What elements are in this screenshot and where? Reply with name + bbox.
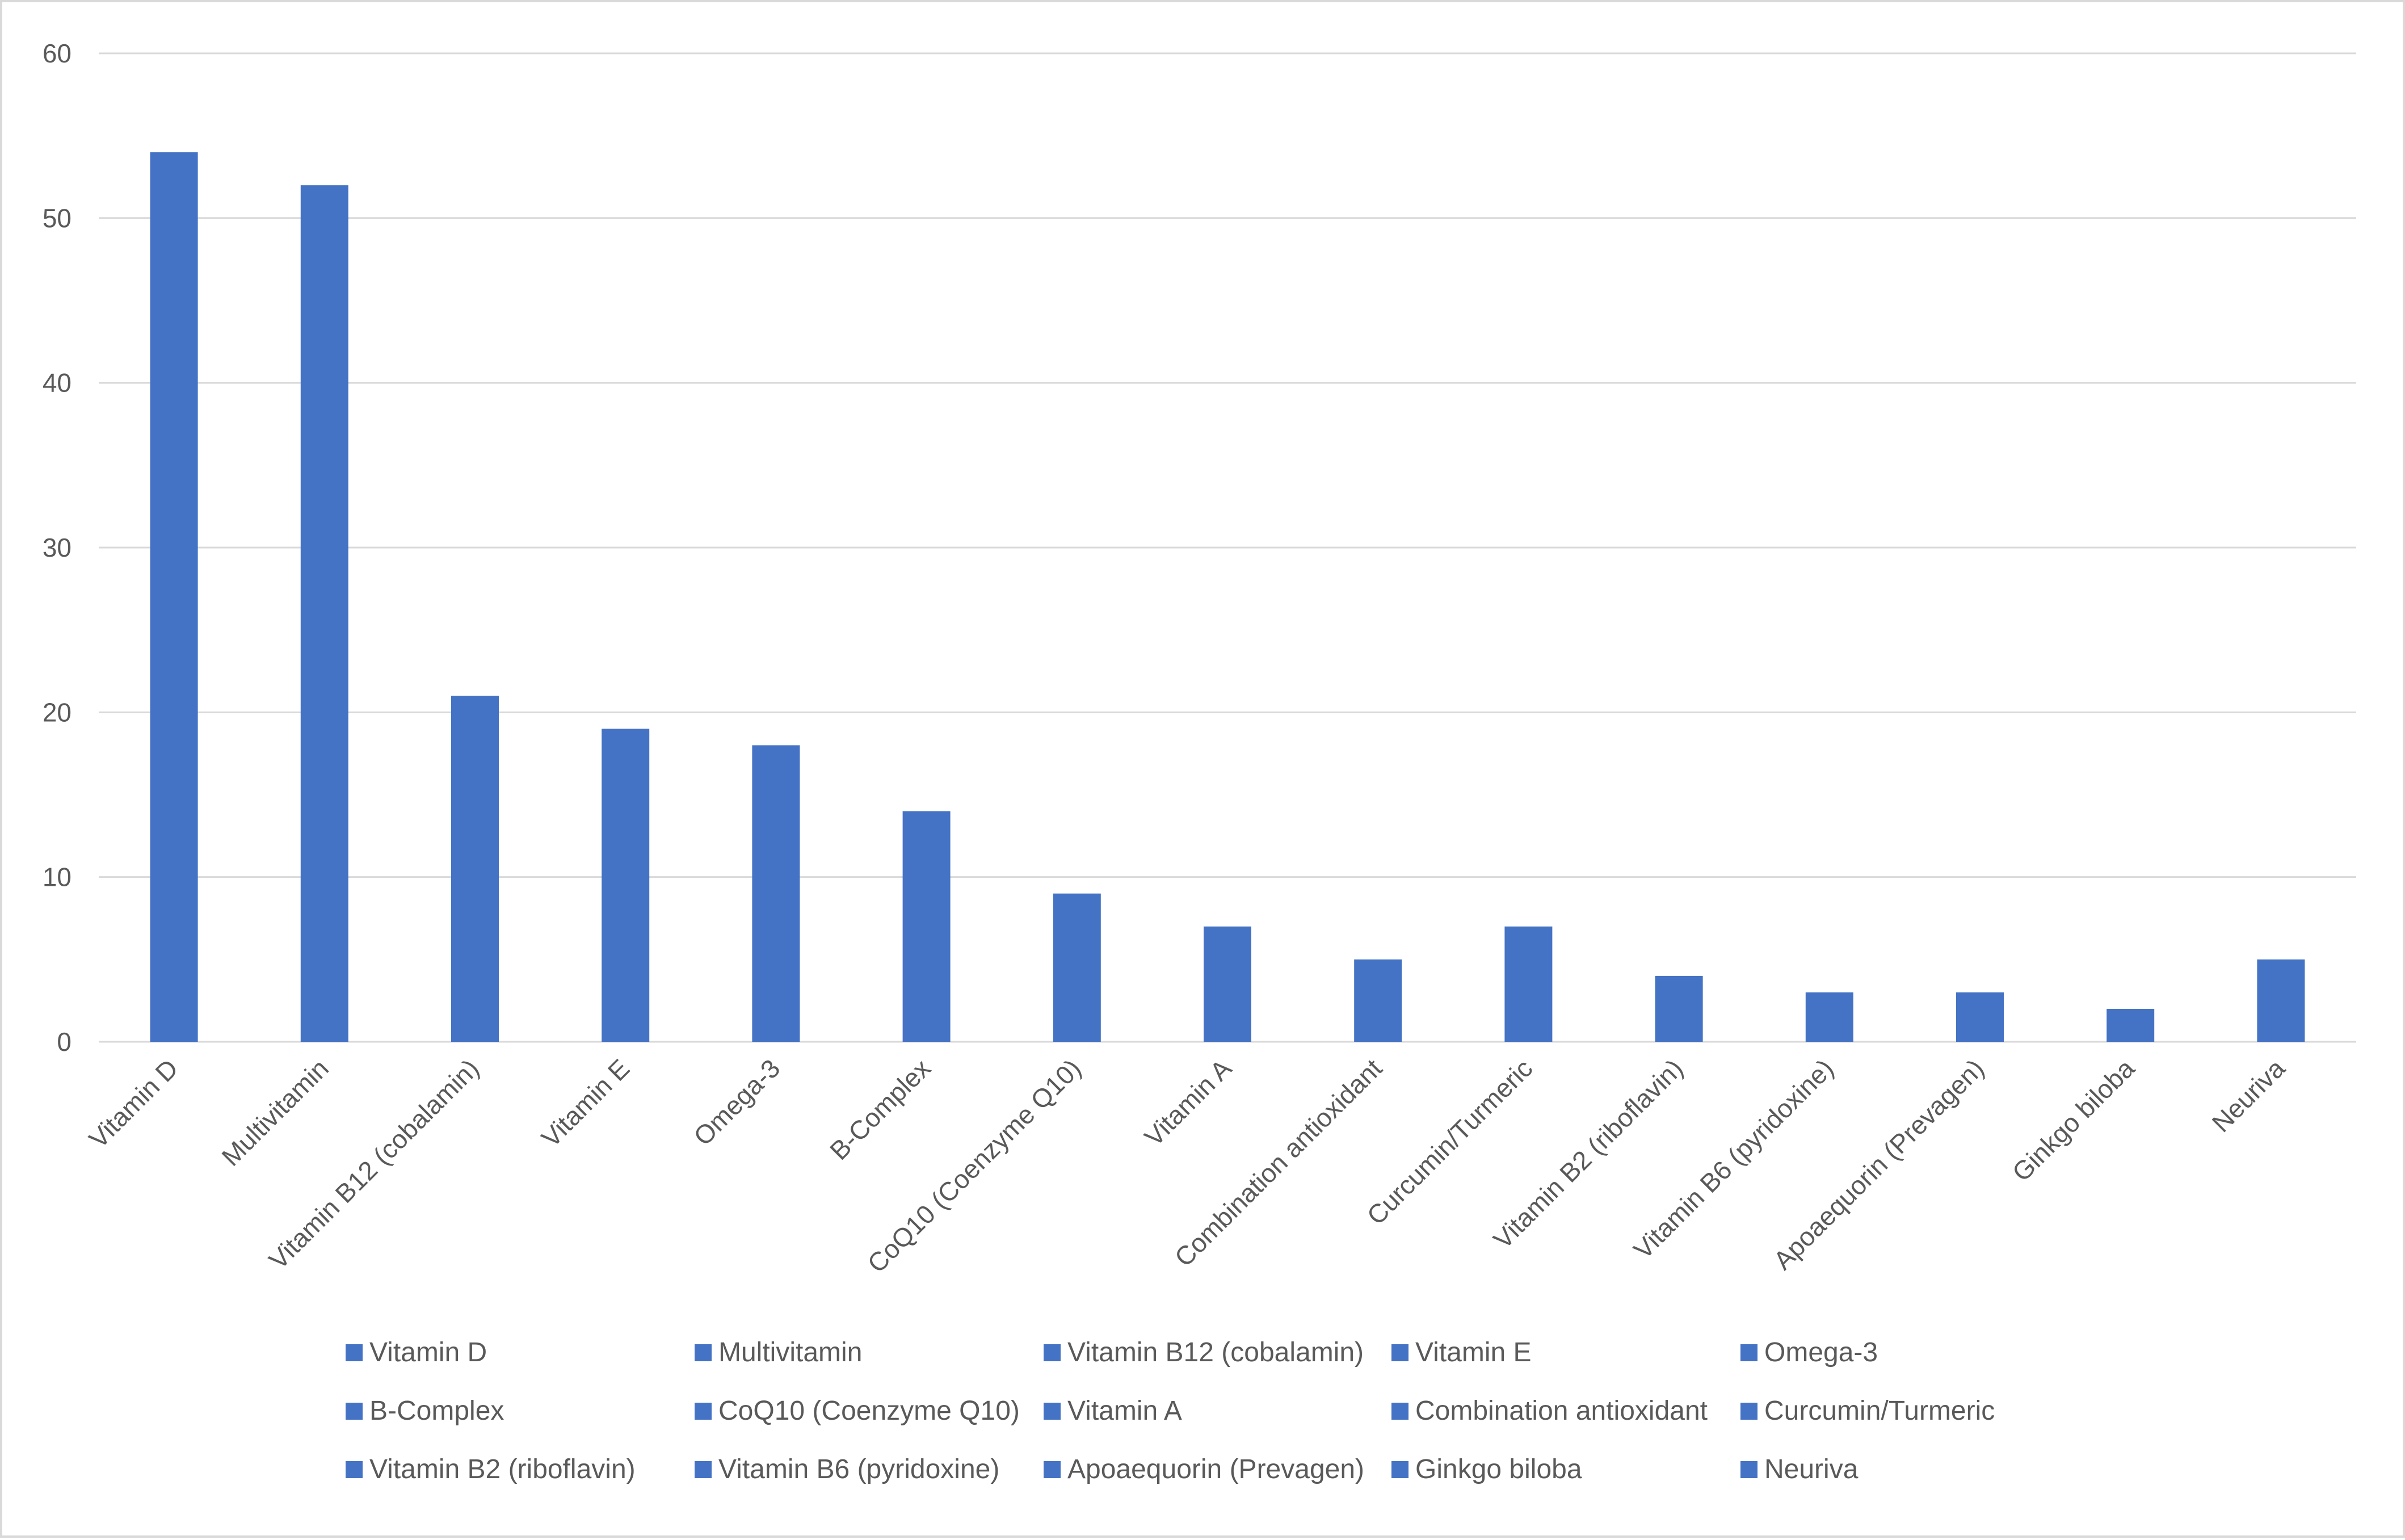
bar [1053, 893, 1101, 1042]
bar [1354, 959, 1402, 1042]
x-tick-label: B-Complex [824, 1053, 936, 1165]
x-tick-label: Vitamin A [1138, 1053, 1237, 1152]
legend-swatch [1391, 1344, 1408, 1361]
legend-swatch [1740, 1344, 1758, 1361]
legend-label: Apoaequorin (Prevagen) [1067, 1454, 1364, 1484]
x-tick-label: Multivitamin [216, 1053, 334, 1171]
bar [902, 811, 951, 1042]
legend-item: Vitamin B6 (pyridoxine) [695, 1454, 999, 1484]
legend-item: Vitamin A [1044, 1396, 1182, 1426]
bar [150, 152, 198, 1042]
legend-item: Ginkgo biloba [1391, 1454, 1582, 1484]
bar [451, 696, 499, 1042]
bar [2107, 1008, 2155, 1042]
legend-label: Vitamin B12 (cobalamin) [1067, 1337, 1364, 1368]
legend-label: Vitamin B2 (riboflavin) [369, 1454, 636, 1484]
bar [1956, 992, 2004, 1042]
legend-swatch [346, 1403, 363, 1420]
y-tick-label: 40 [43, 368, 72, 398]
legend-swatch [695, 1403, 712, 1420]
x-tick-label: Vitamin E [536, 1053, 635, 1152]
legend-item: Vitamin B12 (cobalamin) [1044, 1337, 1364, 1368]
x-tick-label: Neuriva [2206, 1053, 2291, 1138]
legend-item: Vitamin D [346, 1337, 487, 1368]
bar [1655, 975, 1703, 1042]
bar [602, 729, 650, 1042]
legend-swatch [1044, 1344, 1061, 1361]
bar [1204, 926, 1251, 1042]
legend-label: Multivitamin [718, 1337, 862, 1368]
legend-swatch [346, 1461, 363, 1478]
x-tick-label: Curcumin/Turmeric [1361, 1053, 1538, 1230]
legend-item: Curcumin/Turmeric [1740, 1396, 1995, 1426]
y-tick-label: 60 [43, 39, 72, 68]
bar [2257, 959, 2305, 1042]
legend-swatch [1044, 1461, 1061, 1478]
legend-swatch [695, 1461, 712, 1478]
x-tick-label: Vitamin D [83, 1053, 183, 1154]
legend-swatch [1391, 1403, 1408, 1420]
legend-swatch [1391, 1461, 1408, 1478]
legend-item: Omega-3 [1740, 1337, 1878, 1368]
legend: Vitamin D Multivitamin Vitamin B12 (cobala… [346, 1337, 1995, 1484]
legend-item: Neuriva [1740, 1454, 1859, 1484]
y-tick-label: 30 [43, 533, 72, 562]
gridlines [99, 52, 2356, 1043]
legend-item: Vitamin E [1391, 1337, 1532, 1368]
legend-item: Combination antioxidant [1391, 1396, 1708, 1426]
legend-item: Multivitamin [695, 1337, 862, 1368]
legend-swatch [1740, 1403, 1758, 1420]
legend-swatch [346, 1344, 363, 1361]
legend-item: CoQ10 (Coenzyme Q10) [695, 1396, 1020, 1426]
bars [150, 152, 2305, 1042]
bar [1504, 926, 1553, 1042]
legend-label: CoQ10 (Coenzyme Q10) [718, 1396, 1020, 1426]
legend-label: Curcumin/Turmeric [1764, 1396, 1995, 1426]
legend-label: Vitamin E [1415, 1337, 1532, 1368]
x-tick-label: Omega-3 [688, 1053, 785, 1151]
legend-item: Vitamin B2 (riboflavin) [346, 1454, 636, 1484]
legend-item: B-Complex [346, 1396, 504, 1426]
y-tick-label: 50 [43, 203, 72, 233]
y-tick-label: 20 [43, 697, 72, 727]
legend-item: Apoaequorin (Prevagen) [1044, 1454, 1364, 1484]
legend-swatch [1740, 1461, 1758, 1478]
bar [1805, 992, 1853, 1042]
legend-label: Vitamin A [1067, 1396, 1182, 1426]
legend-label: Combination antioxidant [1415, 1396, 1708, 1426]
y-tick-label: 0 [57, 1027, 72, 1057]
bar [300, 185, 348, 1042]
legend-label: B-Complex [369, 1396, 504, 1426]
y-axis-ticks: 0 10 20 30 40 50 60 [43, 39, 72, 1057]
legend-label: Vitamin B6 (pyridoxine) [718, 1454, 999, 1484]
legend-label: Vitamin D [369, 1337, 487, 1368]
bar [752, 745, 800, 1042]
legend-label: Neuriva [1764, 1454, 1859, 1484]
y-tick-label: 10 [43, 862, 72, 892]
x-tick-label: Ginkgo biloba [2007, 1053, 2141, 1187]
legend-label: Ginkgo biloba [1415, 1454, 1582, 1484]
legend-swatch [1044, 1403, 1061, 1420]
legend-swatch [695, 1344, 712, 1361]
legend-label: Omega-3 [1764, 1337, 1878, 1368]
